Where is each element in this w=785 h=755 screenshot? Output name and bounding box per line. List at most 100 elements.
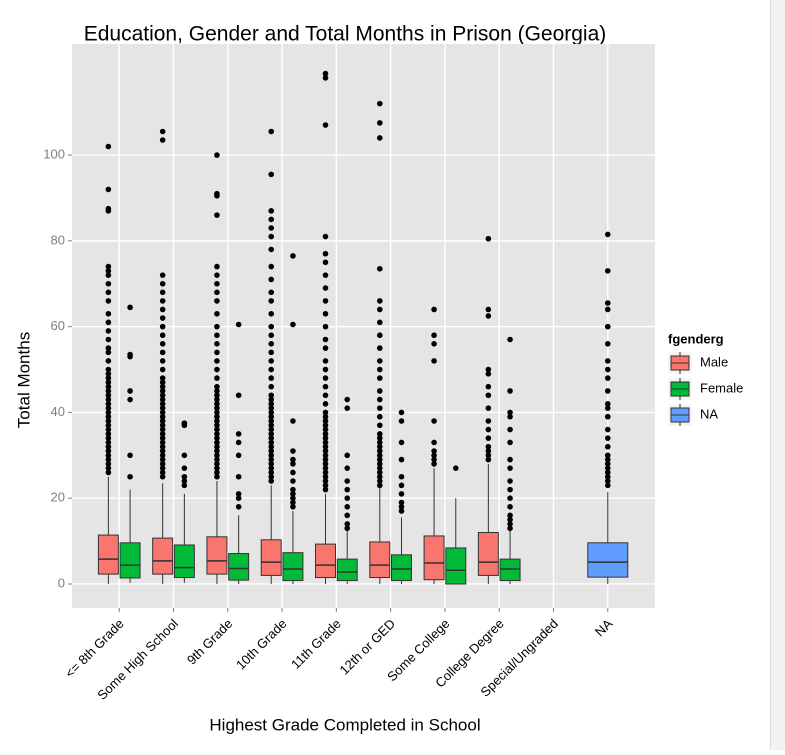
outlier xyxy=(604,358,611,364)
outlier xyxy=(604,469,611,476)
outlier xyxy=(376,135,383,141)
outlier xyxy=(181,420,188,426)
outlier xyxy=(485,426,492,433)
y-tick-label: 60 xyxy=(51,318,65,333)
outlier xyxy=(507,456,513,463)
outlier xyxy=(344,512,351,519)
outlier xyxy=(322,366,329,373)
outlier xyxy=(214,473,220,480)
outlier xyxy=(214,190,220,197)
outlier xyxy=(159,323,166,330)
outlier xyxy=(159,469,166,476)
outlier xyxy=(376,396,383,403)
outlier xyxy=(322,431,329,437)
outlier xyxy=(344,478,351,484)
outlier xyxy=(322,401,329,407)
outlier xyxy=(159,366,166,373)
outlier xyxy=(604,413,611,420)
outlier xyxy=(398,503,405,510)
outlier xyxy=(398,409,405,416)
outlier xyxy=(159,426,166,433)
outlier xyxy=(105,328,112,334)
outlier xyxy=(268,171,275,178)
box xyxy=(336,558,358,582)
outlier xyxy=(322,409,329,416)
outlier xyxy=(604,366,611,373)
outlier xyxy=(214,396,220,403)
outlier xyxy=(105,205,112,212)
outlier xyxy=(214,431,220,437)
outlier xyxy=(376,452,383,459)
outlier xyxy=(159,392,166,399)
outlier xyxy=(105,319,112,326)
outlier xyxy=(127,351,133,358)
outlier xyxy=(214,375,220,381)
outlier xyxy=(431,461,437,467)
outlier xyxy=(485,383,492,390)
outlier xyxy=(268,461,275,467)
outlier xyxy=(105,272,112,278)
outlier xyxy=(485,443,492,450)
outlier xyxy=(159,413,166,420)
outlier xyxy=(214,461,220,467)
outlier xyxy=(376,405,383,411)
outlier xyxy=(344,521,351,527)
outlier xyxy=(105,345,112,351)
outlier xyxy=(214,401,220,407)
outlier xyxy=(127,396,133,403)
outlier xyxy=(235,392,242,399)
outlier xyxy=(322,413,329,420)
outlier xyxy=(452,465,459,471)
outlier xyxy=(105,310,112,317)
outlier xyxy=(485,366,492,373)
outlier xyxy=(485,435,492,441)
legend-label: Female xyxy=(700,380,743,395)
outlier xyxy=(105,289,112,296)
outlier xyxy=(604,323,611,330)
outlier xyxy=(376,388,383,394)
x-tick-label: 9th Grade xyxy=(184,616,235,667)
outlier xyxy=(507,512,513,519)
outlier xyxy=(159,375,166,381)
box xyxy=(423,535,445,581)
outlier xyxy=(159,435,166,441)
outlier xyxy=(268,128,275,135)
outlier xyxy=(376,100,383,107)
outlier xyxy=(214,280,220,287)
outlier xyxy=(181,478,188,484)
outlier xyxy=(290,448,296,454)
outlier xyxy=(507,478,513,484)
outlier xyxy=(398,499,405,506)
outlier xyxy=(214,448,220,454)
outlier xyxy=(485,452,492,459)
outlier xyxy=(604,426,611,433)
outlier xyxy=(431,448,437,454)
outlier xyxy=(159,448,166,454)
outlier xyxy=(398,418,405,424)
outlier xyxy=(322,272,329,278)
outlier xyxy=(214,323,220,330)
outlier xyxy=(214,456,220,463)
outlier xyxy=(105,413,112,420)
outlier xyxy=(127,304,133,311)
outlier xyxy=(268,225,275,231)
outlier xyxy=(268,456,275,463)
outlier xyxy=(268,426,275,433)
outlier xyxy=(105,280,112,287)
outlier xyxy=(235,321,242,328)
outlier xyxy=(431,452,437,459)
outlier xyxy=(159,298,166,304)
outlier xyxy=(431,332,437,339)
outlier xyxy=(105,268,112,274)
outlier xyxy=(159,456,166,463)
box xyxy=(152,537,174,575)
outlier xyxy=(290,478,296,484)
outlier xyxy=(159,396,166,403)
outlier xyxy=(105,443,112,450)
outlier xyxy=(322,426,329,433)
outlier xyxy=(181,465,188,471)
outlier xyxy=(214,340,220,347)
outlier xyxy=(322,456,329,463)
outlier xyxy=(376,265,383,272)
outlier xyxy=(376,375,383,381)
